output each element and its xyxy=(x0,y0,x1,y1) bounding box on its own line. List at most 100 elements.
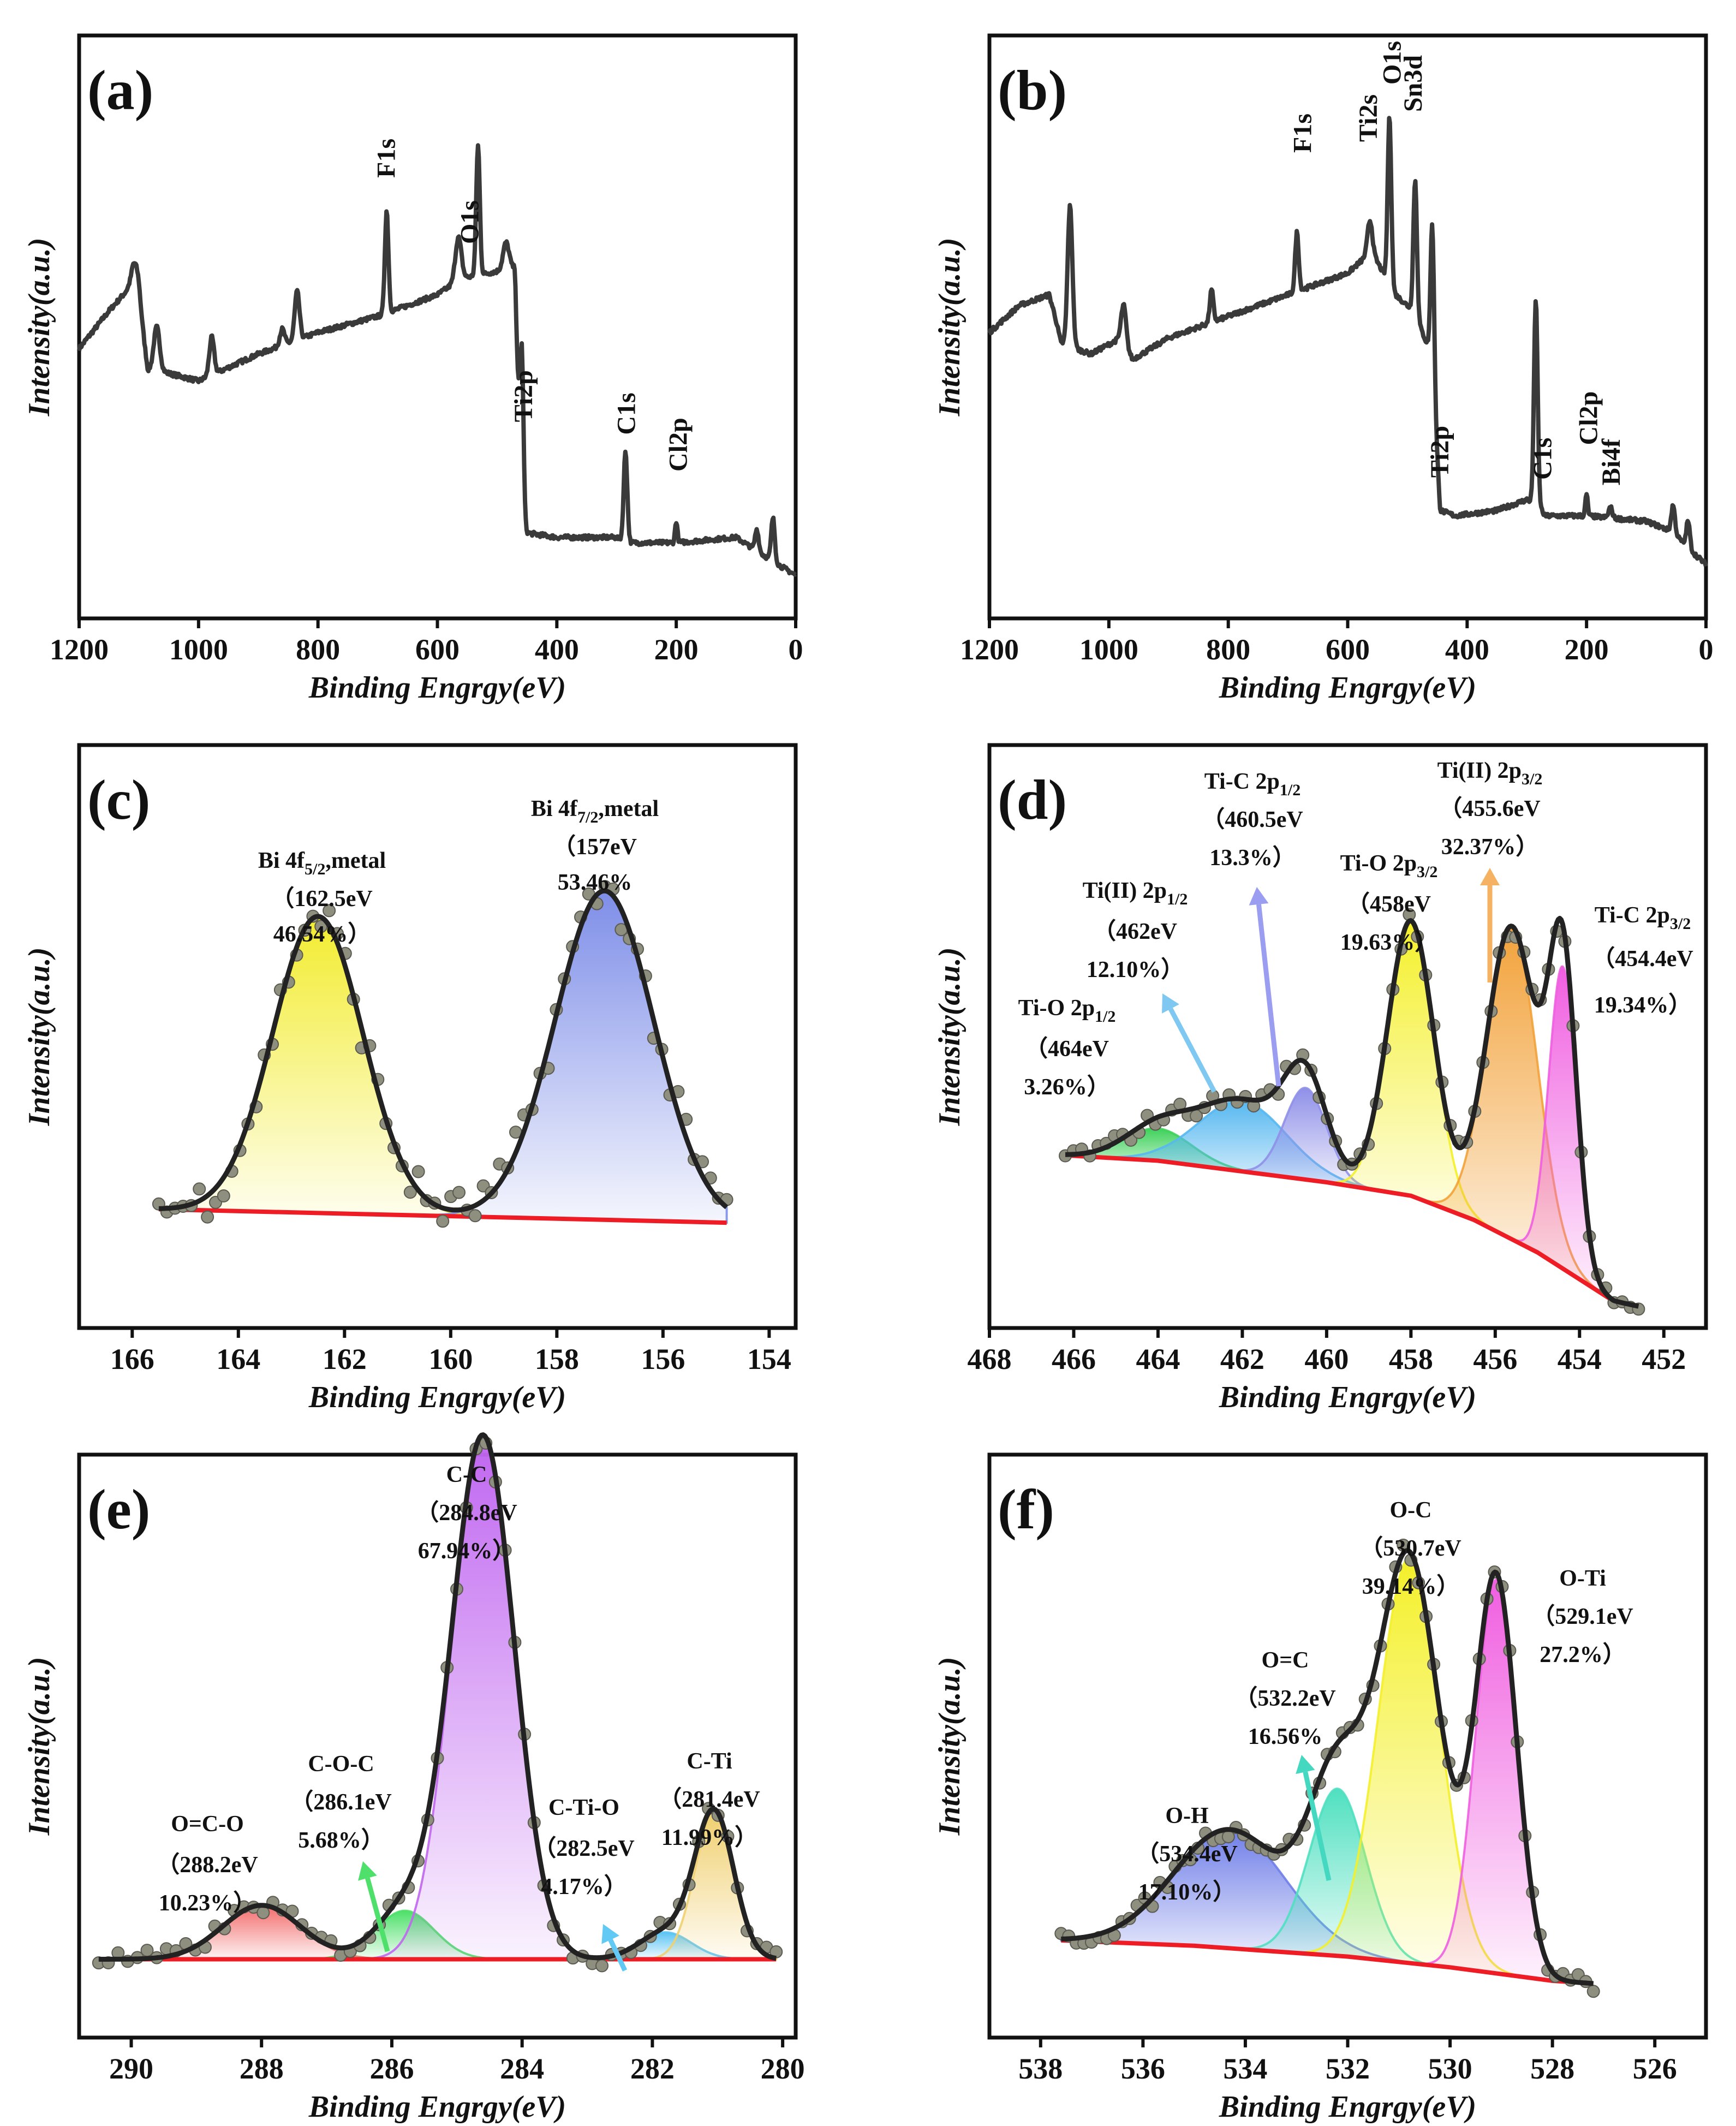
annotation-arrowhead xyxy=(1249,887,1269,906)
annotation-arrowhead xyxy=(601,1924,619,1944)
component-binding-energy: （284.8eV xyxy=(416,1500,517,1526)
component-name: Ti-C 2p1/2 xyxy=(1204,769,1300,799)
component-name: C-Ti-O xyxy=(548,1795,619,1820)
component-binding-energy: （529.1eV xyxy=(1532,1604,1633,1629)
component-percent: 32.37%） xyxy=(1441,834,1539,860)
x-tick-label: 1200 xyxy=(960,633,1019,666)
plot-frame xyxy=(987,743,1708,1330)
component-percent: 19.63%） xyxy=(1340,930,1438,955)
component-name: Ti(II) 2p3/2 xyxy=(1437,758,1543,788)
panel-e: 290 288 286 284 282 280 Binding Engrgy(eV) Inte… xyxy=(22,1432,805,2124)
component-binding-energy: （286.1eV xyxy=(290,1789,391,1815)
panel-f: 538 536 534 532 530 528 526 Binding Engrgy(eV) I… xyxy=(933,1452,1708,2124)
panel-label: (b) xyxy=(998,59,1067,122)
x-tick-label: 164 xyxy=(216,1343,260,1375)
x-tick-label: 154 xyxy=(747,1343,791,1375)
panel-d: 468 466 464 462 460 458 456 454 452 Binding Engrg… xyxy=(933,743,1708,1414)
panel-b: 1200 1000 800 600 400 200 0 Binding Engrgy(eV) I… xyxy=(933,33,1714,705)
x-tick-label: 526 xyxy=(1633,2052,1677,2085)
component-name: O=C xyxy=(1262,1648,1309,1673)
envelope-fit-line xyxy=(1060,1548,1595,1986)
annotation-arrow xyxy=(1303,1771,1332,1881)
data-point xyxy=(436,1214,450,1228)
component-binding-energy: （460.5eV xyxy=(1202,807,1303,832)
data-point xyxy=(411,1165,425,1178)
component-binding-energy: （454.4eV xyxy=(1592,946,1693,972)
y-axis-title: Intensity(a.u.) xyxy=(22,1657,56,1836)
y-axis-title: Intensity(a.u.) xyxy=(933,1657,967,1836)
x-tick-label: 800 xyxy=(1206,633,1250,666)
component-name: Ti-C 2p3/2 xyxy=(1595,903,1691,933)
component-name: Ti-O 2p1/2 xyxy=(1018,996,1116,1026)
data-point xyxy=(468,1209,482,1223)
component-binding-energy: （288.2eV xyxy=(157,1852,258,1878)
annotation-arrow xyxy=(1168,1008,1216,1093)
x-tick-label: 536 xyxy=(1121,2052,1165,2085)
x-tick-label: 400 xyxy=(1445,633,1489,666)
x-tick-label: 800 xyxy=(296,633,340,666)
component-percent: 12.10%） xyxy=(1087,957,1184,982)
plot-frame xyxy=(77,1452,798,2040)
x-tick-label: 538 xyxy=(1018,2052,1063,2085)
annotation-arrowhead xyxy=(1480,868,1500,885)
envelope-fit-line xyxy=(158,888,729,1213)
component-peak-area xyxy=(406,890,728,1224)
component-binding-energy: （464eV xyxy=(1025,1036,1109,1062)
component-binding-energy: （532.2eV xyxy=(1234,1686,1335,1711)
data-point xyxy=(1586,1985,1600,1998)
panel-c: 166 164 162 160 158 156 154 Binding Engrgy(eV) I… xyxy=(22,743,798,1414)
x-axis-title: Binding Engrgy(eV) xyxy=(1219,671,1476,705)
component-name: Ti(II) 2p1/2 xyxy=(1083,878,1188,908)
component-percent: 39.14%） xyxy=(1362,1574,1460,1599)
data-point xyxy=(452,1186,466,1199)
x-tick-label: 600 xyxy=(415,633,460,666)
component-name: O-H xyxy=(1165,1803,1208,1829)
panel-label: (f) xyxy=(998,1478,1054,1541)
x-tick-label: 1200 xyxy=(50,633,109,666)
annotation-arrowhead xyxy=(358,1861,377,1881)
component-percent: 16.56% xyxy=(1248,1724,1323,1749)
data-point xyxy=(256,1906,270,1920)
annotation-arrow xyxy=(365,1877,390,1952)
component-name: O-Ti xyxy=(1559,1566,1606,1591)
component-percent: 5.68%） xyxy=(298,1827,384,1853)
x-tick-label: 0 xyxy=(789,633,803,666)
x-tick-label: 464 xyxy=(1136,1343,1180,1375)
plot-frame xyxy=(77,33,798,621)
x-tick-label: 286 xyxy=(369,2052,414,2085)
component-percent: 13.3%） xyxy=(1209,845,1296,871)
envelope-fit-line xyxy=(1064,915,1640,1309)
x-tick-label: 454 xyxy=(1558,1343,1602,1375)
component-name: Ti-O 2p3/2 xyxy=(1340,851,1438,881)
y-axis-title: Intensity(a.u.) xyxy=(22,238,56,417)
x-tick-label: 284 xyxy=(500,2052,544,2085)
annotation-arrow xyxy=(1256,904,1281,1087)
peak-label: F1s xyxy=(1288,114,1317,153)
x-tick-label: 1000 xyxy=(1079,633,1138,666)
peak-label: Cl2p xyxy=(1574,391,1603,445)
peak-label: O1s xyxy=(1378,41,1407,85)
component-name: Bi 4f5/2,metal xyxy=(258,848,386,878)
x-tick-label: 462 xyxy=(1220,1343,1264,1375)
y-axis-title: Intensity(a.u.) xyxy=(22,948,56,1127)
x-tick-label: 400 xyxy=(535,633,579,666)
x-tick-label: 200 xyxy=(1565,633,1609,666)
peak-label: Bi4f xyxy=(1597,438,1626,485)
peak-label: Ti2p xyxy=(1425,426,1454,478)
x-tick-label: 528 xyxy=(1530,2052,1574,2085)
component-percent: 4.17%） xyxy=(541,1874,627,1899)
panel-label: (a) xyxy=(87,59,153,122)
component-binding-energy: （462eV xyxy=(1093,919,1177,944)
x-tick-label: 600 xyxy=(1326,633,1370,666)
x-tick-label: 466 xyxy=(1052,1343,1096,1375)
data-point xyxy=(201,1210,214,1224)
panel-a: 1200 1000 800 600 400 200 0 Binding Engrgy(eV) I… xyxy=(22,33,803,705)
component-percent: 3.26%） xyxy=(1024,1074,1110,1100)
component-percent: 17.10%） xyxy=(1138,1879,1236,1905)
data-point xyxy=(323,904,336,918)
peak-label: Ti2s xyxy=(1354,94,1383,142)
panel-label: (d) xyxy=(998,769,1067,831)
component-percent: 19.34%） xyxy=(1594,992,1692,1018)
x-tick-label: 458 xyxy=(1389,1343,1433,1375)
component-percent: 46.54%） xyxy=(273,921,371,947)
